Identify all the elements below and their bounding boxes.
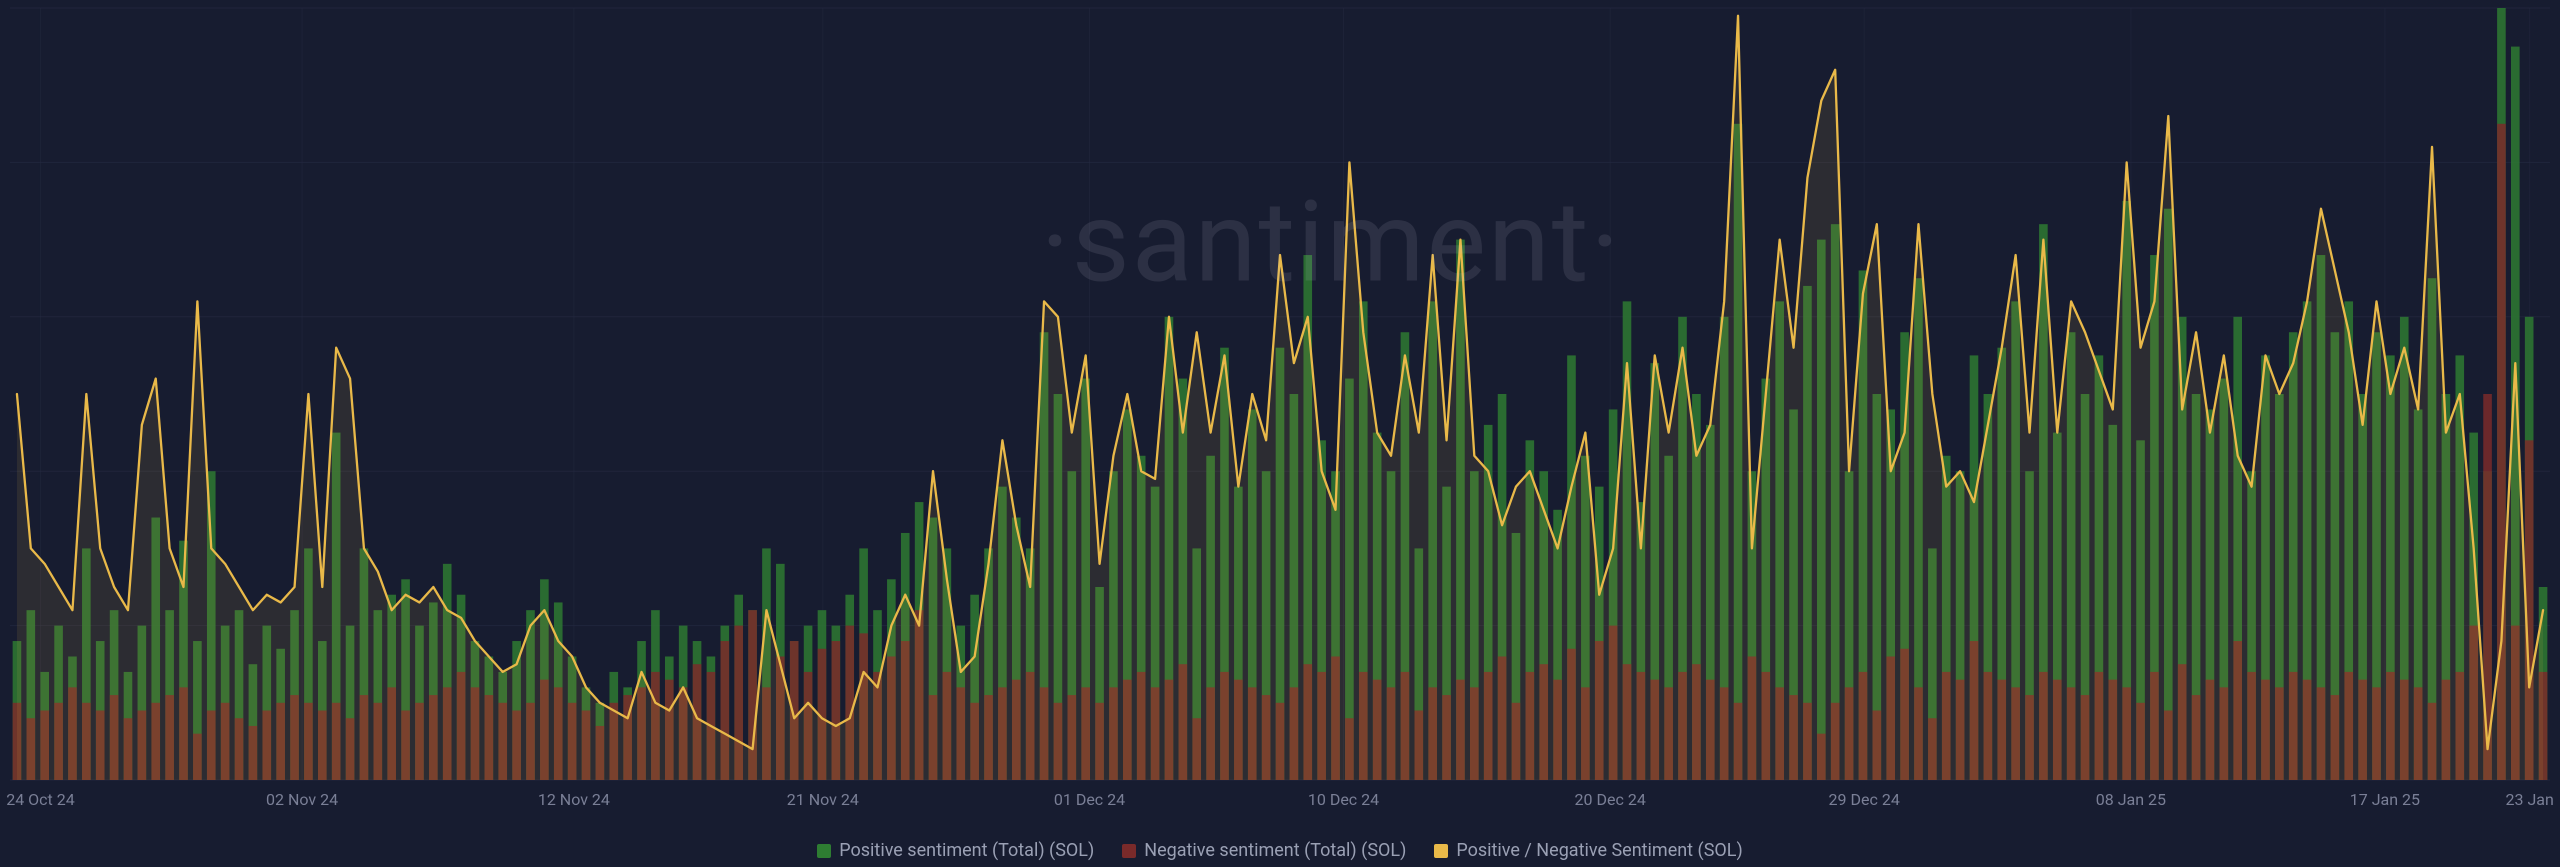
- legend-swatch: [1434, 844, 1448, 858]
- legend-item[interactable]: Positive / Negative Sentiment (SOL): [1434, 840, 1742, 861]
- x-axis-tick: 12 Nov 24: [538, 790, 610, 809]
- x-axis-tick: 17 Jan 25: [2350, 790, 2420, 809]
- x-axis-tick: 29 Dec 24: [1829, 790, 1900, 809]
- x-axis-tick: 24 Oct 24: [6, 790, 75, 809]
- legend-label: Positive / Negative Sentiment (SOL): [1456, 840, 1742, 861]
- x-axis: 24 Oct 24 02 Nov 24 12 Nov 24 21 Nov 24 01 D…: [0, 790, 2560, 820]
- x-axis-tick: 20 Dec 24: [1575, 790, 1646, 809]
- ratio-line-fill: [17, 16, 2543, 780]
- legend-swatch: [1122, 844, 1136, 858]
- x-axis-tick: 23 Jan: [2506, 790, 2554, 809]
- legend-label: Negative sentiment (Total) (SOL): [1144, 840, 1406, 861]
- sentiment-chart-container: ·santiment· 24 Oct 2402 Nov 2412 Nov 242…: [0, 0, 2560, 867]
- legend-item[interactable]: Positive sentiment (Total) (SOL): [817, 840, 1094, 861]
- legend: Positive sentiment (Total) (SOL) Negative…: [0, 840, 2560, 863]
- legend-label: Positive sentiment (Total) (SOL): [839, 840, 1094, 861]
- x-axis-tick: 21 Nov 24: [787, 790, 859, 809]
- legend-item[interactable]: Negative sentiment (Total) (SOL): [1122, 840, 1406, 861]
- sentiment-chart-svg: [0, 0, 2560, 867]
- x-axis-tick: 02 Nov 24: [266, 790, 338, 809]
- legend-swatch: [817, 844, 831, 858]
- x-axis-tick: 10 Dec 24: [1308, 790, 1379, 809]
- x-axis-tick: 08 Jan 25: [2096, 790, 2166, 809]
- x-axis-tick: 01 Dec 24: [1054, 790, 1125, 809]
